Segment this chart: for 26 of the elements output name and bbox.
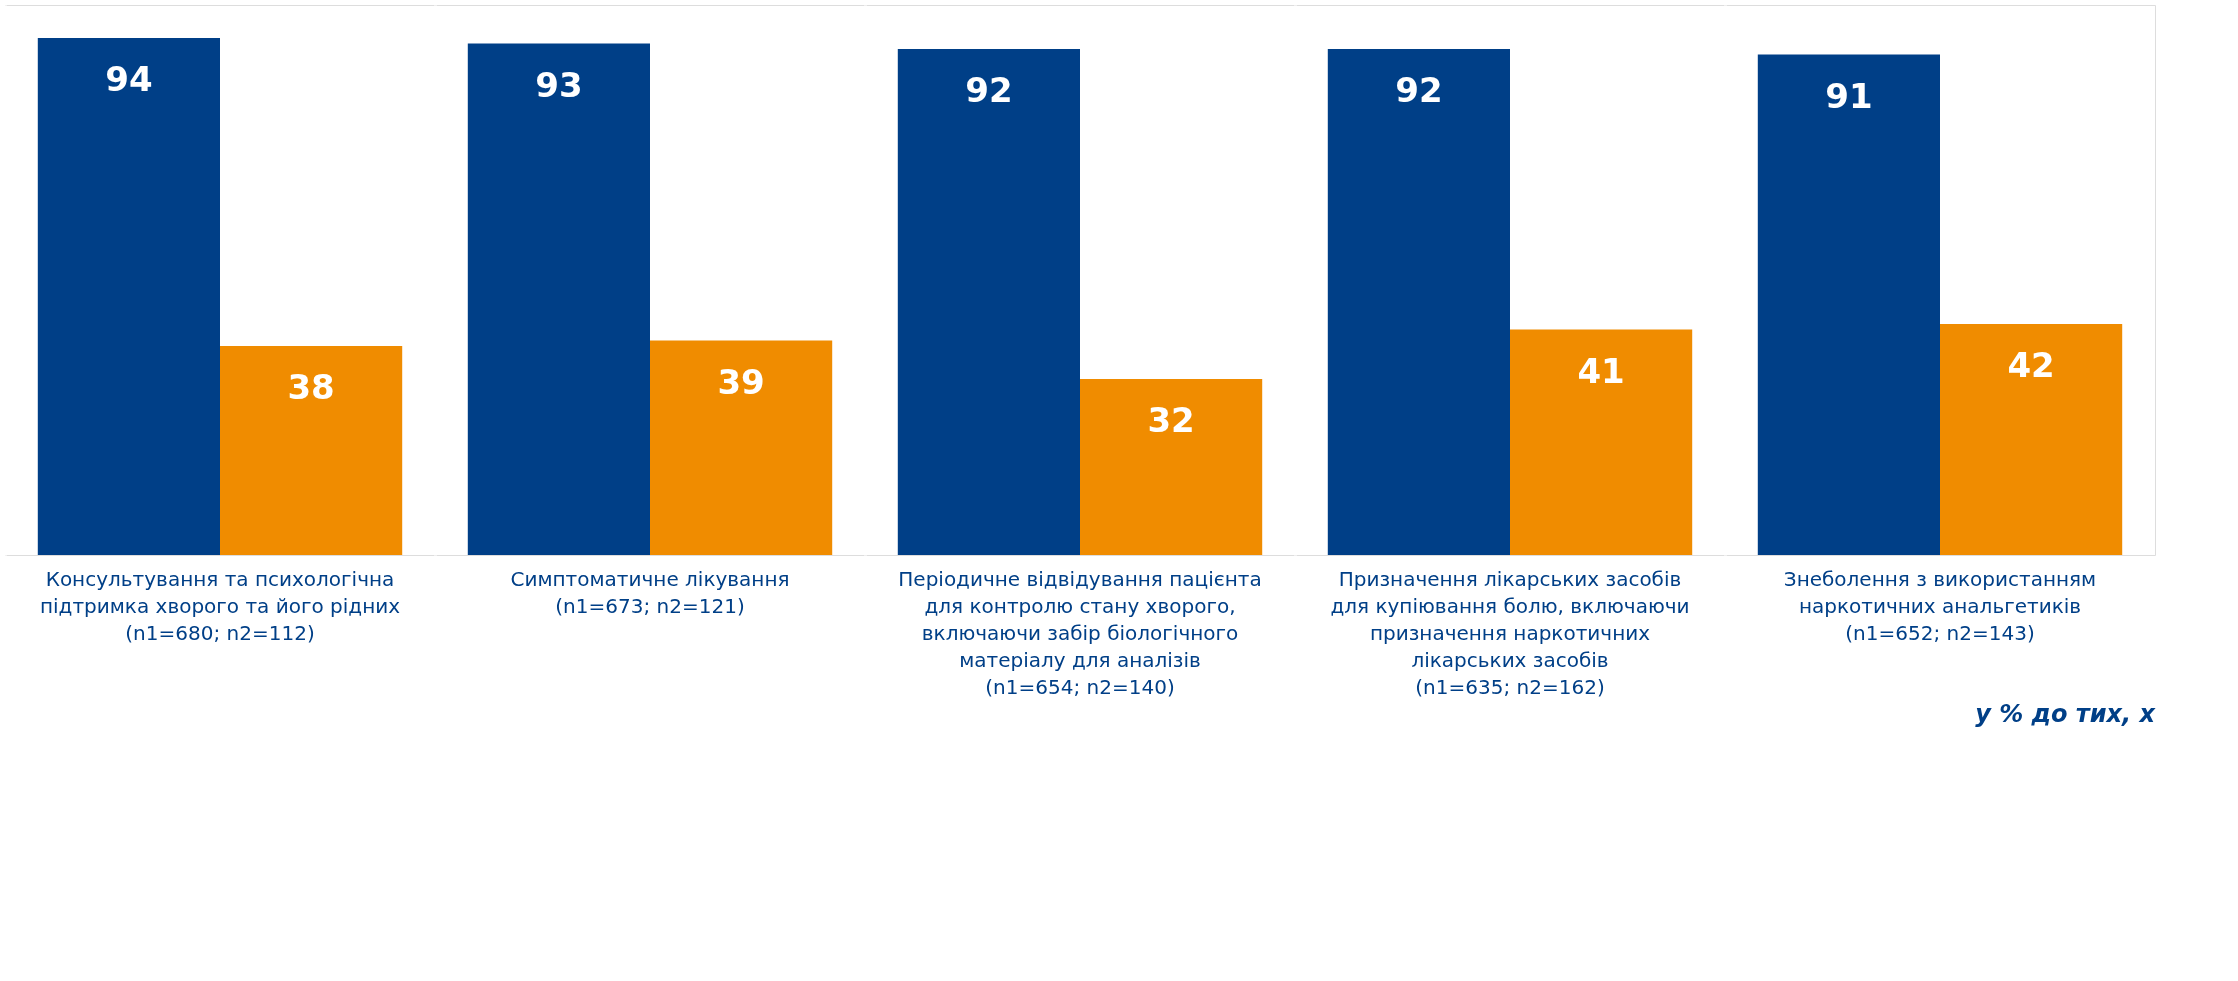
bar (467, 43, 650, 555)
data-label: 41 (1577, 350, 1625, 391)
text: у % до тих, х (1975, 700, 2157, 728)
x-tick-label: Симптоматичне лікування (n1=673; n2=121) (510, 566, 790, 618)
data-label: 91 (1825, 75, 1873, 116)
x-tick-label: Періодичне відвідування пацієнта для контролю стану хворого, включаючи забір біологічного матеріалу для аналізів (n1=654; n2=140) (898, 566, 1262, 699)
data-label: 93 (535, 64, 583, 105)
bar (37, 38, 220, 555)
bar (1327, 49, 1510, 555)
data-label: 92 (965, 70, 1013, 110)
bar (1940, 324, 2123, 555)
data-label: 92 (1395, 70, 1443, 110)
x-tick-label: Призначення лікарських засобів для купіювання болю, включаючи призначення наркотичних лікарських засобів (n1=635; n2=162) (1330, 566, 1690, 699)
data-label: 32 (1147, 400, 1195, 440)
data-label: 94 (105, 59, 153, 99)
x-tick-label: Консультування та психологічна підтримка хворого та його рідних (n1=680; n2=112) (39, 566, 401, 645)
bar (1080, 379, 1263, 555)
data-label: 39 (717, 361, 765, 402)
bar (897, 49, 1080, 555)
bar (220, 346, 403, 555)
data-label: 38 (287, 367, 335, 407)
bar (1757, 54, 1940, 555)
x-tick-label: Знеболення з використанням наркотичних анальгетиків (n1=652; n2=143) (1783, 566, 2097, 645)
bar (650, 340, 833, 555)
bar (1510, 329, 1693, 555)
data-label: 42 (2007, 345, 2055, 385)
